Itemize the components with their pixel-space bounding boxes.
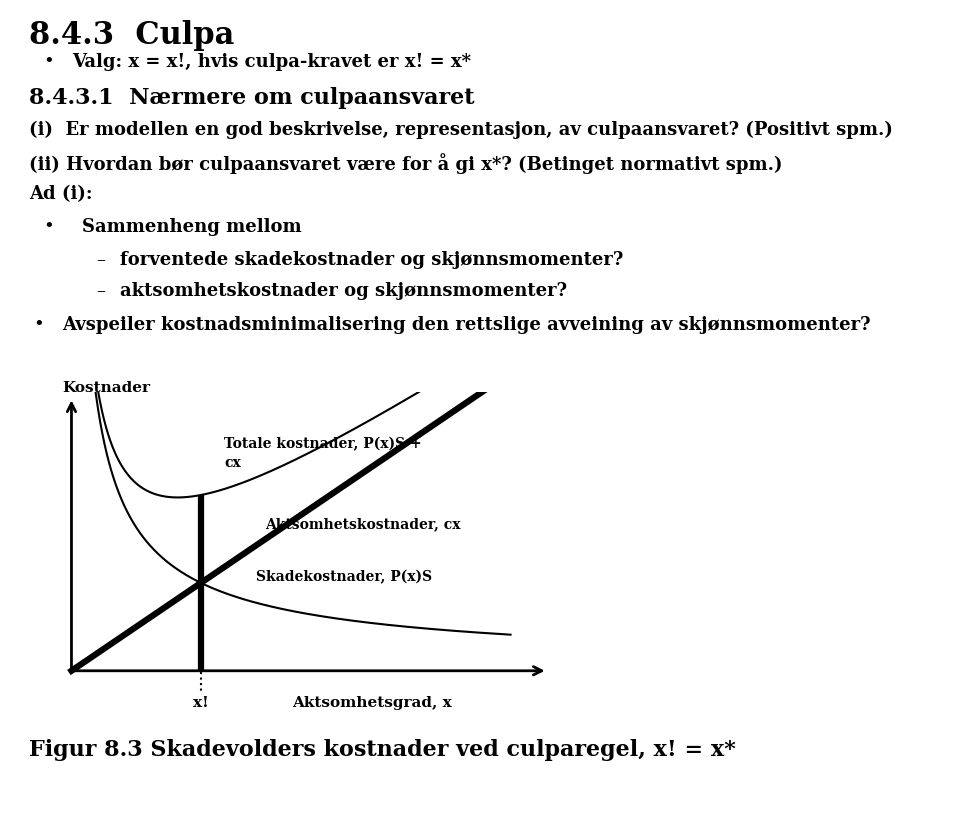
Text: 8.4.3  Culpa: 8.4.3 Culpa: [29, 20, 234, 51]
Text: •: •: [34, 316, 44, 334]
Text: Aktsomhetsgrad, x: Aktsomhetsgrad, x: [292, 696, 452, 710]
Text: (ii) Hvordan bør culpaansvaret være for å gi x*? (Betinget normativt spm.): (ii) Hvordan bør culpaansvaret være for …: [29, 153, 782, 174]
Text: forventede skadekostnader og skjønnsmomenter?: forventede skadekostnader og skjønnsmome…: [120, 251, 623, 269]
Text: –: –: [96, 282, 105, 300]
Text: x!: x!: [193, 696, 208, 710]
Text: aktsomhetskostnader og skjønnsmomenter?: aktsomhetskostnader og skjønnsmomenter?: [120, 282, 567, 300]
Text: •: •: [43, 53, 54, 71]
Text: Kostnader: Kostnader: [62, 381, 150, 395]
Text: 8.4.3.1  Nærmere om culpaansvaret: 8.4.3.1 Nærmere om culpaansvaret: [29, 87, 474, 109]
Text: Ad (i):: Ad (i):: [29, 185, 92, 203]
Text: Valg: x = x!, hvis culpa-kravet er x! = x*: Valg: x = x!, hvis culpa-kravet er x! = …: [72, 53, 471, 71]
Text: Totale kostnader, P(x)S +
cx: Totale kostnader, P(x)S + cx: [224, 437, 421, 470]
Text: Sammenheng mellom: Sammenheng mellom: [82, 218, 301, 236]
Text: –: –: [96, 251, 105, 269]
Text: Skadekostnader, P(x)S: Skadekostnader, P(x)S: [256, 570, 433, 584]
Text: Aktsomhetskostnader, cx: Aktsomhetskostnader, cx: [266, 517, 461, 531]
Text: •: •: [43, 218, 54, 236]
Text: Avspeiler kostnadsminimalisering den rettslige avveining av skjønnsmomenter?: Avspeiler kostnadsminimalisering den ret…: [62, 316, 871, 334]
Text: (i)  Er modellen en god beskrivelse, representasjon, av culpaansvaret? (Positivt: (i) Er modellen en god beskrivelse, repr…: [29, 121, 893, 139]
Text: Figur 8.3 Skadevolders kostnader ved culparegel, x! = x*: Figur 8.3 Skadevolders kostnader ved cul…: [29, 739, 735, 761]
